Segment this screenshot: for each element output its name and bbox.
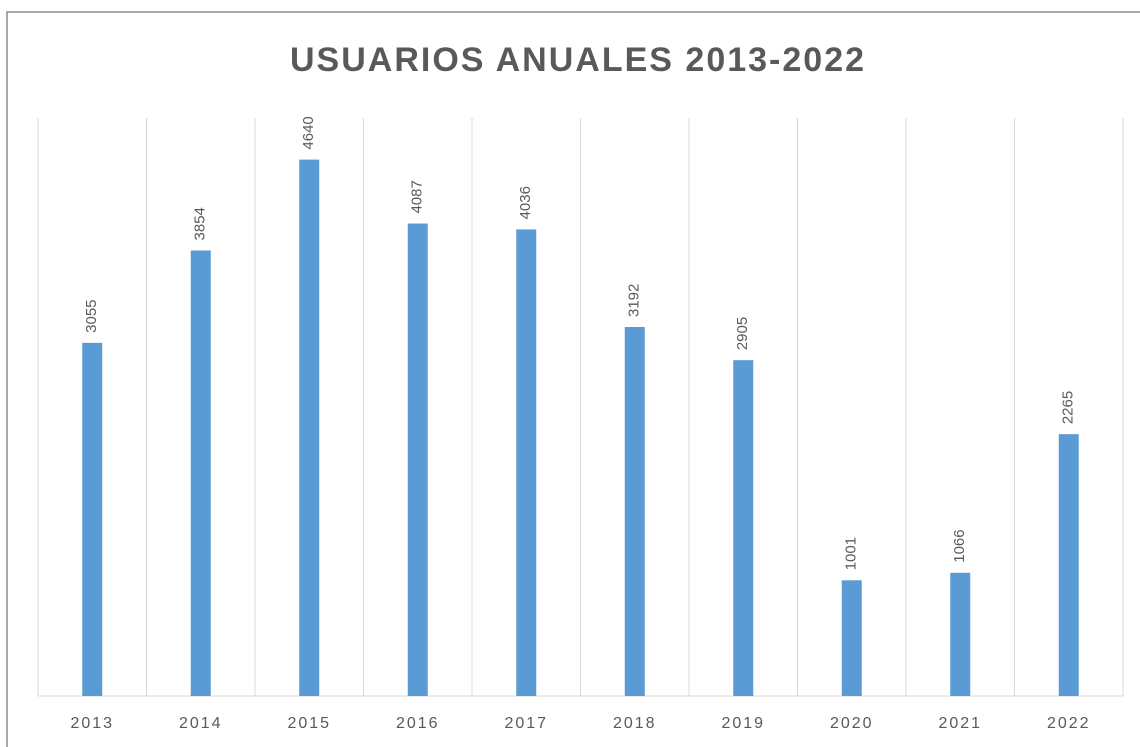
- x-tick-label: 2017: [504, 715, 548, 732]
- data-label: 4087: [409, 180, 426, 213]
- x-tick-label: 2019: [721, 715, 765, 732]
- data-label: 2905: [734, 317, 751, 350]
- x-tick-label: 2022: [1047, 715, 1091, 732]
- data-label: 4640: [300, 116, 317, 149]
- data-label: 1001: [843, 537, 860, 570]
- bar: [516, 229, 537, 696]
- bar: [733, 360, 754, 696]
- bar: [950, 572, 971, 696]
- data-label: 3854: [192, 207, 209, 240]
- data-label: 2265: [1060, 391, 1077, 424]
- bar: [82, 342, 103, 696]
- x-tick-label: 2018: [613, 715, 657, 732]
- x-tick-label: 2014: [179, 715, 223, 732]
- data-label: 3192: [626, 284, 643, 317]
- bar: [299, 159, 320, 697]
- bar: [190, 250, 211, 696]
- chart-frame: [6, 11, 1140, 747]
- bar: [1058, 434, 1079, 696]
- bar: [624, 327, 645, 696]
- bar: [407, 223, 428, 697]
- x-tick-label: 2013: [70, 715, 114, 732]
- data-label: 4036: [517, 186, 534, 219]
- data-label: 3055: [83, 299, 100, 332]
- x-tick-label: 2021: [938, 715, 982, 732]
- bar: [841, 580, 862, 696]
- x-tick-label: 2015: [287, 715, 331, 732]
- data-label: 1066: [951, 529, 968, 562]
- x-tick-label: 2020: [830, 715, 874, 732]
- chart-title: USUARIOS ANUALES 2013-2022: [290, 41, 866, 79]
- x-tick-label: 2016: [396, 715, 440, 732]
